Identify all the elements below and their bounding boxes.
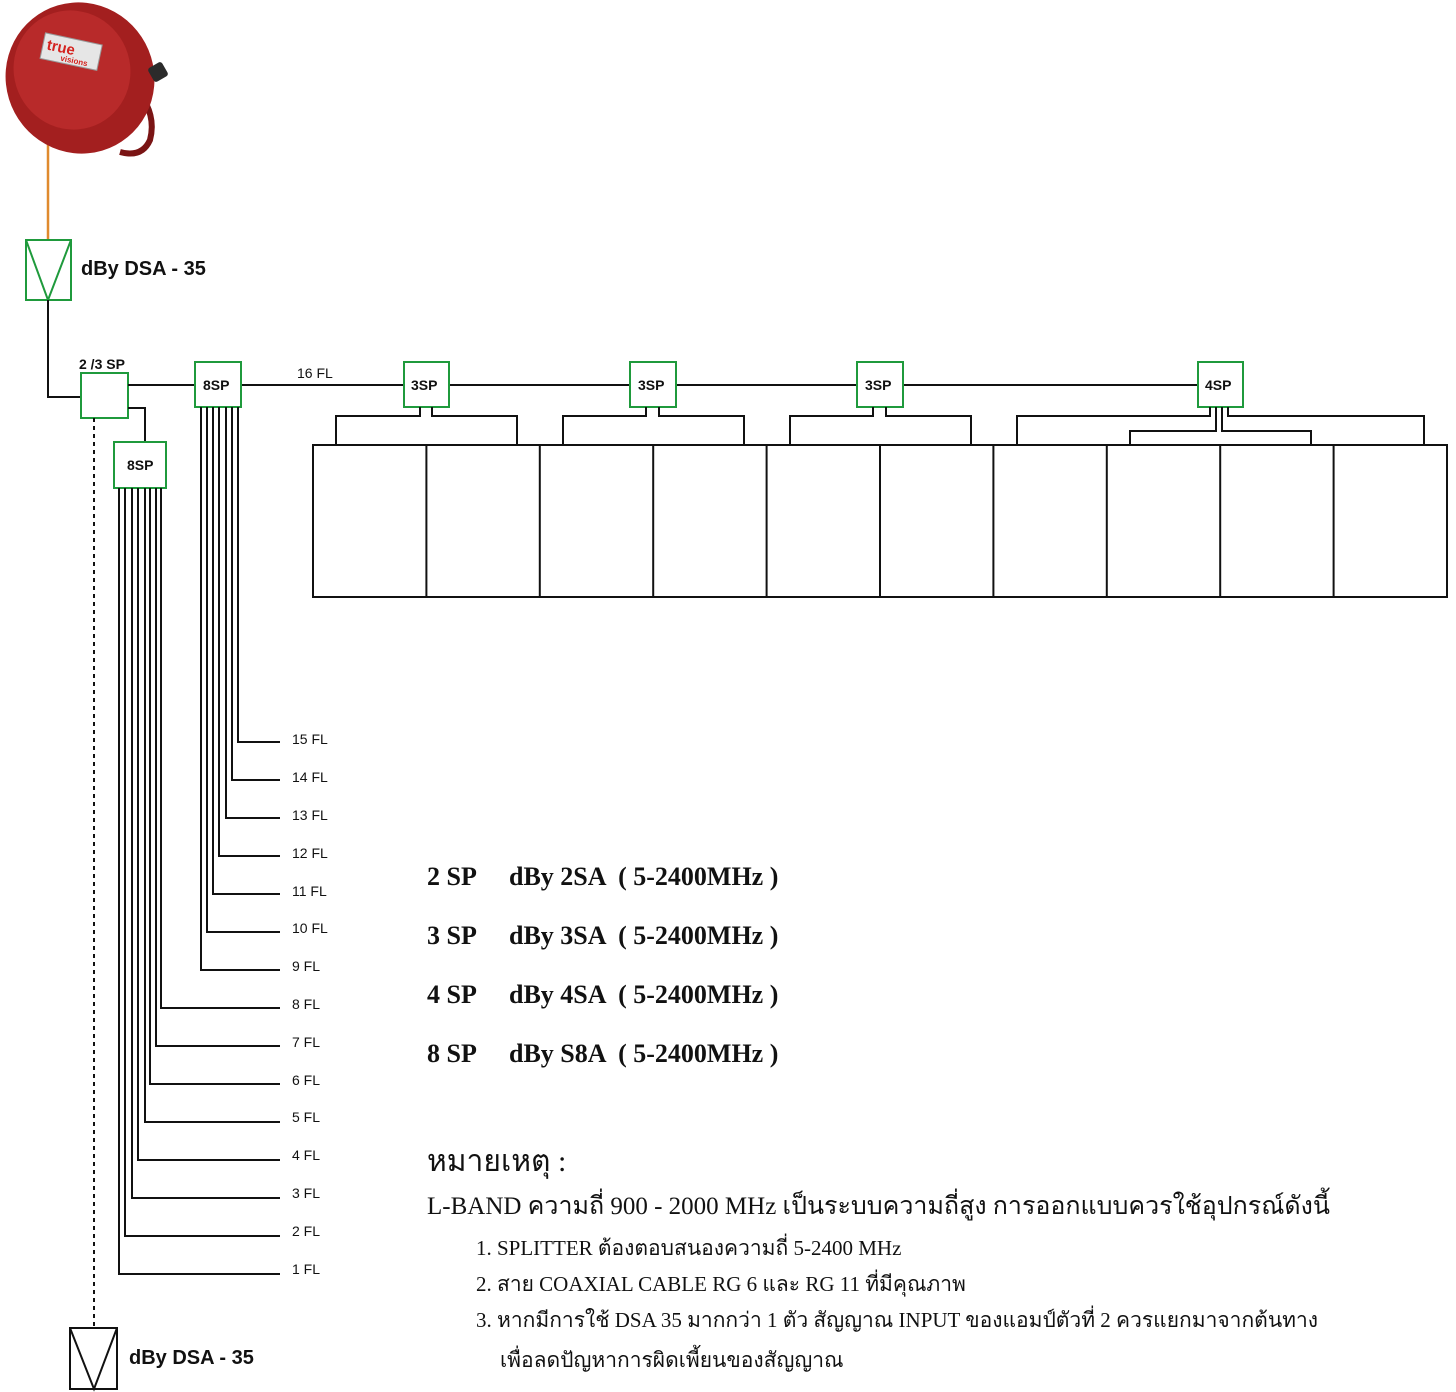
- floor-label: 9 FL: [292, 958, 320, 974]
- notes-item: เพื่อลดปัญหาการผิดเพี้ยนของสัญญาณ: [500, 1348, 844, 1372]
- floor-label: 2 FL: [292, 1223, 320, 1239]
- splitter-row: 3SP 3SP 3SP 4SP: [403, 361, 1244, 408]
- legend-desc: dBy S8A ( 5-2400MHz ): [509, 1039, 779, 1068]
- floor-label: 14 FL: [292, 769, 328, 785]
- legend-row: 3 SP dBy 3SA ( 5-2400MHz ): [427, 921, 778, 951]
- legend-desc: dBy 4SA ( 5-2400MHz ): [509, 980, 779, 1009]
- notes-title: หมายเหตุ :: [427, 1145, 567, 1178]
- notes-item: 2. สาย COAXIAL CABLE RG 6 และ RG 11 ที่ม…: [476, 1272, 966, 1296]
- legend-row: 2 SP dBy 2SA ( 5-2400MHz ): [427, 862, 778, 892]
- legend-row: 8 SP dBy S8A ( 5-2400MHz ): [427, 1039, 778, 1069]
- legend-code: 8 SP: [427, 1039, 477, 1068]
- floor-label: 6 FL: [292, 1072, 320, 1088]
- amplifier-top: dBy DSA - 35: [25, 239, 206, 303]
- floor-label: 11 FL: [292, 883, 327, 899]
- floor-label: 12 FL: [292, 845, 328, 861]
- splitter-8sp-upper: 8SP: [194, 361, 242, 408]
- floor-label: 15 FL: [292, 731, 328, 747]
- floor-label: 5 FL: [292, 1109, 320, 1125]
- splitter-8sp-lower-label: 8SP: [127, 457, 153, 473]
- upper-drop-lines: [200, 407, 280, 971]
- legend-desc: dBy 3SA ( 5-2400MHz ): [509, 921, 779, 950]
- legend-code: 2 SP: [427, 862, 477, 891]
- feed-cable: [47, 300, 81, 398]
- floor-label: 13 FL: [292, 807, 328, 823]
- notes-item: 3. หากมีการใช้ DSA 35 มากกว่า 1 ตัว สัญญ…: [476, 1308, 1319, 1332]
- floor-label: 3 FL: [292, 1185, 320, 1201]
- amplifier-bottom-label: dBy DSA - 35: [129, 1347, 254, 1369]
- lower-drop-lines: [118, 488, 280, 1275]
- floor-labels: 15 FL 14 FL 13 FL 12 FL 11 FL 10 FL 9 FL…: [292, 731, 328, 1277]
- legend-code: 3 SP: [427, 921, 477, 950]
- floor-label: 7 FL: [292, 1034, 320, 1050]
- splitter-8sp-upper-label: 8SP: [203, 377, 229, 393]
- amplifier-top-label: dBy DSA - 35: [81, 258, 206, 280]
- floor-label: 1 FL: [292, 1261, 320, 1277]
- notes-intro: L-BAND ความถี่ 900 - 2000 MHz เป็นระบบคว…: [427, 1193, 1330, 1220]
- notes-item: 1. SPLITTER ต้องตอบสนองความถี่ 5-2400 MH…: [476, 1236, 902, 1260]
- splitter-4sp-label: 4SP: [1205, 377, 1231, 393]
- floor-label: 8 FL: [292, 996, 320, 1012]
- floor-label: 10 FL: [292, 920, 328, 936]
- trunk-label: 16 FL: [297, 365, 333, 381]
- branch-cable: [128, 407, 146, 442]
- splitter-2-3sp-label: 2 /3 SP: [79, 356, 125, 372]
- floor-label: 4 FL: [292, 1147, 320, 1163]
- room-boxes: [312, 444, 1448, 598]
- dish-brand-top: true: [45, 37, 76, 60]
- splitter-3sp-label: 3SP: [638, 377, 664, 393]
- splitter-3sp-label: 3SP: [865, 377, 891, 393]
- splitter-3sp-label: 3SP: [411, 377, 437, 393]
- legend-row: 4 SP dBy 4SA ( 5-2400MHz ): [427, 980, 778, 1010]
- splitter-2-3sp: 2 /3 SP: [79, 356, 129, 419]
- satellite-dish-icon: true visions: [5, 2, 168, 240]
- legend-code: 4 SP: [427, 980, 477, 1009]
- legend-desc: dBy 2SA ( 5-2400MHz ): [509, 862, 779, 891]
- room-feed-lines: [335, 407, 1425, 445]
- splitter-8sp-lower: 8SP: [113, 441, 167, 489]
- amplifier-bottom: dBy DSA - 35: [69, 1327, 254, 1392]
